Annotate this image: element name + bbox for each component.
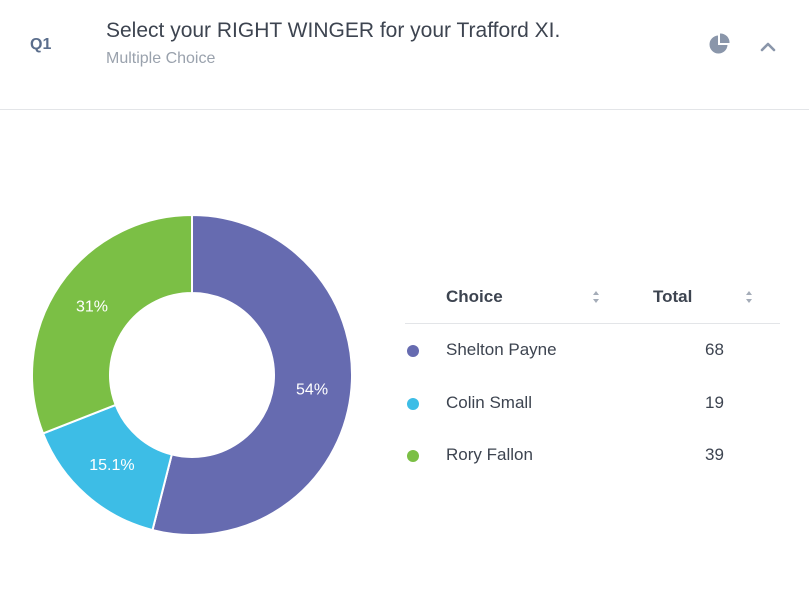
chevron-up-icon[interactable]	[757, 36, 779, 58]
results-table: Choice Total Shelton Payne 68 Colin Small 1…	[405, 270, 780, 482]
donut-slice[interactable]	[151, 213, 353, 536]
donut-chart: 54% 15.1% 31%	[31, 213, 353, 536]
table-row: Shelton Payne 68	[405, 324, 780, 377]
choice-total: 68	[705, 340, 724, 359]
sort-icon[interactable]	[592, 290, 600, 304]
question-number: Q1	[30, 36, 52, 53]
slice-percent-label: 54%	[296, 382, 328, 399]
question-type: Multiple Choice	[106, 50, 216, 67]
table-header: Choice Total	[405, 270, 780, 324]
legend-dot	[407, 345, 419, 357]
total-column-header[interactable]: Total	[653, 287, 693, 306]
legend-dot	[407, 450, 419, 462]
choice-total: 19	[705, 392, 724, 412]
sort-icon[interactable]	[745, 290, 753, 304]
question-header: Q1 Select your RIGHT WINGER for your Tra…	[0, 0, 809, 110]
table-row: Colin Small 19	[405, 377, 780, 430]
choice-column-header[interactable]: Choice	[446, 287, 503, 306]
slice-percent-label: 15.1%	[89, 457, 134, 474]
choice-total: 39	[705, 445, 724, 464]
choice-name: Colin Small	[446, 392, 532, 412]
legend-dot	[407, 397, 419, 410]
donut-slice[interactable]	[31, 213, 193, 435]
pie-chart-icon[interactable]	[708, 33, 730, 55]
choice-name: Rory Fallon	[446, 445, 533, 464]
slice-percent-label: 31%	[76, 298, 108, 315]
question-title: Select your RIGHT WINGER for your Traffo…	[106, 19, 561, 42]
table-body: Shelton Payne 68 Colin Small 19 Rory Fallon 3…	[405, 324, 780, 482]
choice-name: Shelton Payne	[446, 340, 557, 359]
table-row: Rory Fallon 39	[405, 429, 780, 482]
